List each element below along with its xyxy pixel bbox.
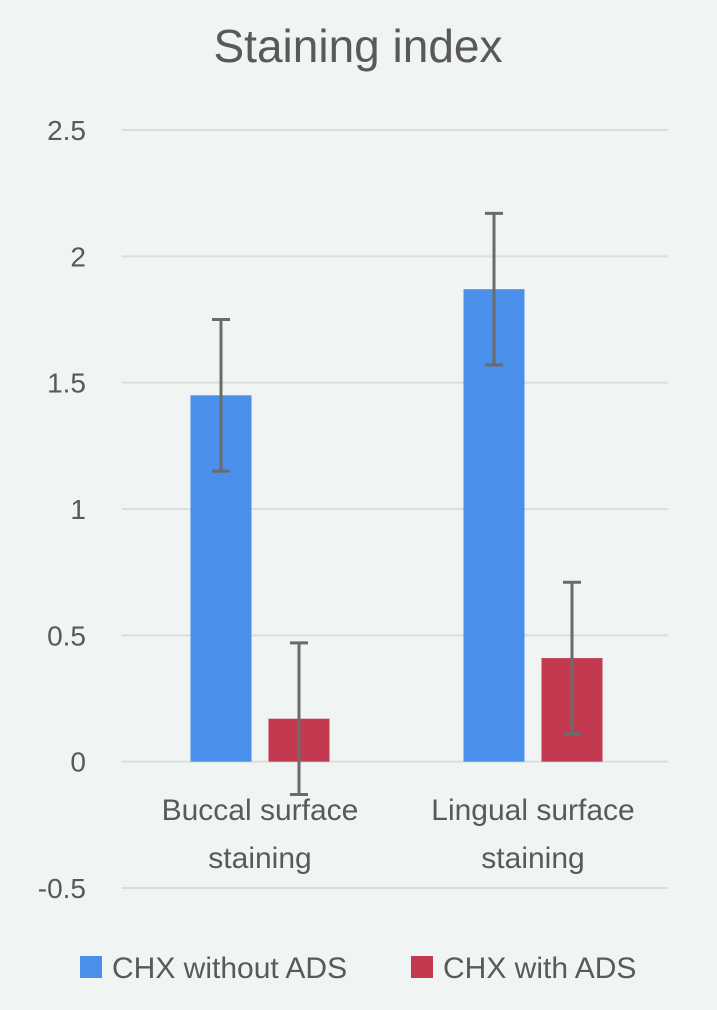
y-tick-label: 2: [70, 241, 86, 272]
category-label: Buccal surface: [162, 794, 359, 827]
y-tick-label: 1: [70, 494, 86, 525]
bar-chx-without-ads-2: [463, 289, 525, 762]
category-label: Lingual surface: [431, 794, 634, 827]
legend-swatch: [80, 956, 102, 978]
y-tick-label: 2.5: [47, 115, 86, 146]
bars: [190, 289, 603, 762]
y-tick-label: 0.5: [47, 620, 86, 651]
legend-label: CHX without ADS: [112, 952, 347, 985]
legend: CHX without ADS CHX with ADS: [80, 952, 636, 985]
x-axis-categories: Buccal surface staining Lingual surface sta…: [162, 794, 635, 875]
error-bars: [212, 211, 581, 797]
y-tick-label: -0.5: [38, 873, 86, 904]
y-tick-label: 0: [70, 747, 86, 778]
category-label: staining: [481, 842, 584, 875]
category-label: staining: [208, 842, 311, 875]
chart-title: Staining index: [214, 20, 503, 72]
y-tick-label: 1.5: [47, 368, 86, 399]
legend-label: CHX with ADS: [443, 952, 636, 985]
legend-swatch: [411, 956, 433, 978]
y-axis-ticks: 2.5 2 1.5 1 0.5 0 -0.5: [38, 115, 86, 904]
